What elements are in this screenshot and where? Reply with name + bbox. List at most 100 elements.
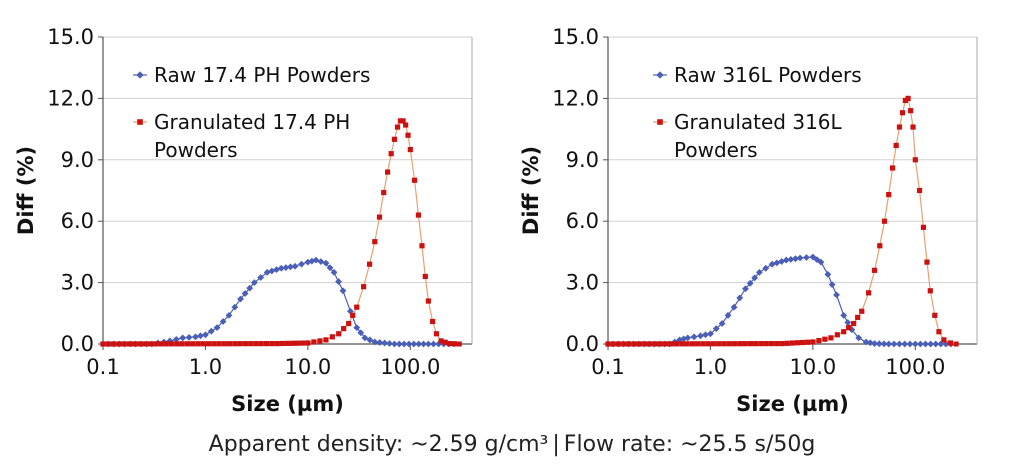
data-point — [232, 341, 238, 347]
data-point — [371, 338, 379, 346]
data-point — [762, 264, 770, 272]
data-point — [326, 264, 334, 272]
data-point — [394, 124, 401, 130]
data-point — [742, 341, 748, 347]
legend-marker — [137, 119, 143, 125]
data-point — [774, 341, 780, 347]
data-point — [346, 320, 352, 327]
data-point — [213, 324, 221, 332]
data-point — [295, 340, 301, 346]
data-point — [388, 151, 394, 157]
data-point — [433, 331, 440, 337]
data-point — [816, 337, 822, 344]
y-tick-label: 6.0 — [61, 209, 94, 233]
data-point — [100, 341, 106, 347]
data-point — [855, 314, 861, 320]
y-tick-label: 0.0 — [566, 332, 599, 356]
y-tick-label: 12.0 — [47, 86, 94, 110]
data-point — [794, 340, 801, 346]
data-point — [702, 331, 709, 339]
data-point — [800, 339, 806, 346]
data-point — [890, 340, 898, 348]
data-point — [132, 341, 138, 347]
x-tick-label: 10.0 — [284, 355, 331, 379]
data-point — [376, 214, 383, 220]
data-point — [446, 340, 452, 347]
data-point — [941, 337, 947, 343]
data-point — [216, 341, 222, 347]
data-point — [779, 340, 785, 347]
data-point — [796, 254, 804, 262]
data-point — [330, 269, 338, 276]
data-point — [605, 341, 611, 347]
data-point — [828, 335, 834, 341]
data-point — [253, 341, 259, 347]
data-point — [621, 341, 627, 347]
legend-label: Granulated 17.4 PH Powders — [154, 110, 350, 162]
y-tick-label: 15.0 — [47, 25, 94, 49]
data-point — [335, 278, 342, 285]
data-point — [386, 340, 393, 347]
data-point — [242, 341, 249, 347]
data-point — [731, 341, 738, 347]
data-point — [105, 341, 111, 347]
data-point — [211, 341, 217, 347]
data-point — [768, 341, 775, 347]
data-point — [810, 339, 816, 345]
data-point — [405, 132, 411, 138]
data-point — [844, 319, 852, 326]
data-point — [908, 108, 914, 114]
data-point — [881, 218, 888, 224]
data-point — [889, 165, 896, 171]
data-point — [896, 124, 903, 130]
data-point — [400, 118, 406, 124]
data-point — [724, 311, 732, 319]
data-point — [736, 294, 744, 302]
data-point — [298, 260, 305, 268]
y-tick-label: 3.0 — [61, 271, 94, 295]
data-point — [828, 281, 836, 289]
data-point — [341, 326, 347, 332]
data-point — [110, 341, 117, 347]
data-point — [350, 312, 356, 318]
data-point — [932, 312, 938, 318]
data-point — [936, 329, 942, 335]
data-point — [354, 304, 360, 310]
data-point — [174, 341, 180, 347]
data-point — [610, 341, 616, 347]
data-point — [185, 333, 193, 341]
data-point — [817, 258, 825, 266]
y-tick-label: 12.0 — [552, 86, 599, 110]
series-line — [608, 256, 957, 345]
data-point — [893, 142, 899, 149]
data-point — [237, 341, 243, 347]
data-point — [679, 341, 685, 347]
data-point — [803, 254, 810, 261]
chart-panel-left: 0.0 3.0 6.0 9.0 12.0 15.0 0.1 1.0 10.0 100.0 Size … — [14, 25, 473, 416]
data-point — [689, 341, 695, 347]
data-point — [912, 157, 918, 163]
data-point — [311, 339, 317, 345]
data-point — [451, 341, 457, 347]
data-point — [263, 341, 270, 347]
legend-marker — [656, 71, 664, 79]
caption-density: Apparent density: ~2.59 g/cm³ — [208, 432, 549, 457]
legend-marker — [657, 119, 663, 125]
data-point — [834, 332, 840, 338]
data-point — [784, 340, 790, 346]
data-point — [397, 118, 403, 124]
y-axis-label: Diff (%) — [14, 146, 38, 235]
y-axis-label: Diff (%) — [519, 146, 543, 235]
data-point — [207, 327, 215, 335]
data-point — [237, 295, 244, 303]
data-point — [142, 341, 148, 347]
data-point — [700, 341, 706, 347]
data-point — [415, 340, 423, 348]
data-point — [668, 341, 674, 347]
data-point — [652, 341, 659, 347]
data-point — [248, 341, 254, 347]
y-tick-label: 0.0 — [61, 332, 94, 356]
data-point — [403, 122, 409, 128]
data-point — [684, 341, 690, 347]
data-point — [916, 187, 923, 194]
